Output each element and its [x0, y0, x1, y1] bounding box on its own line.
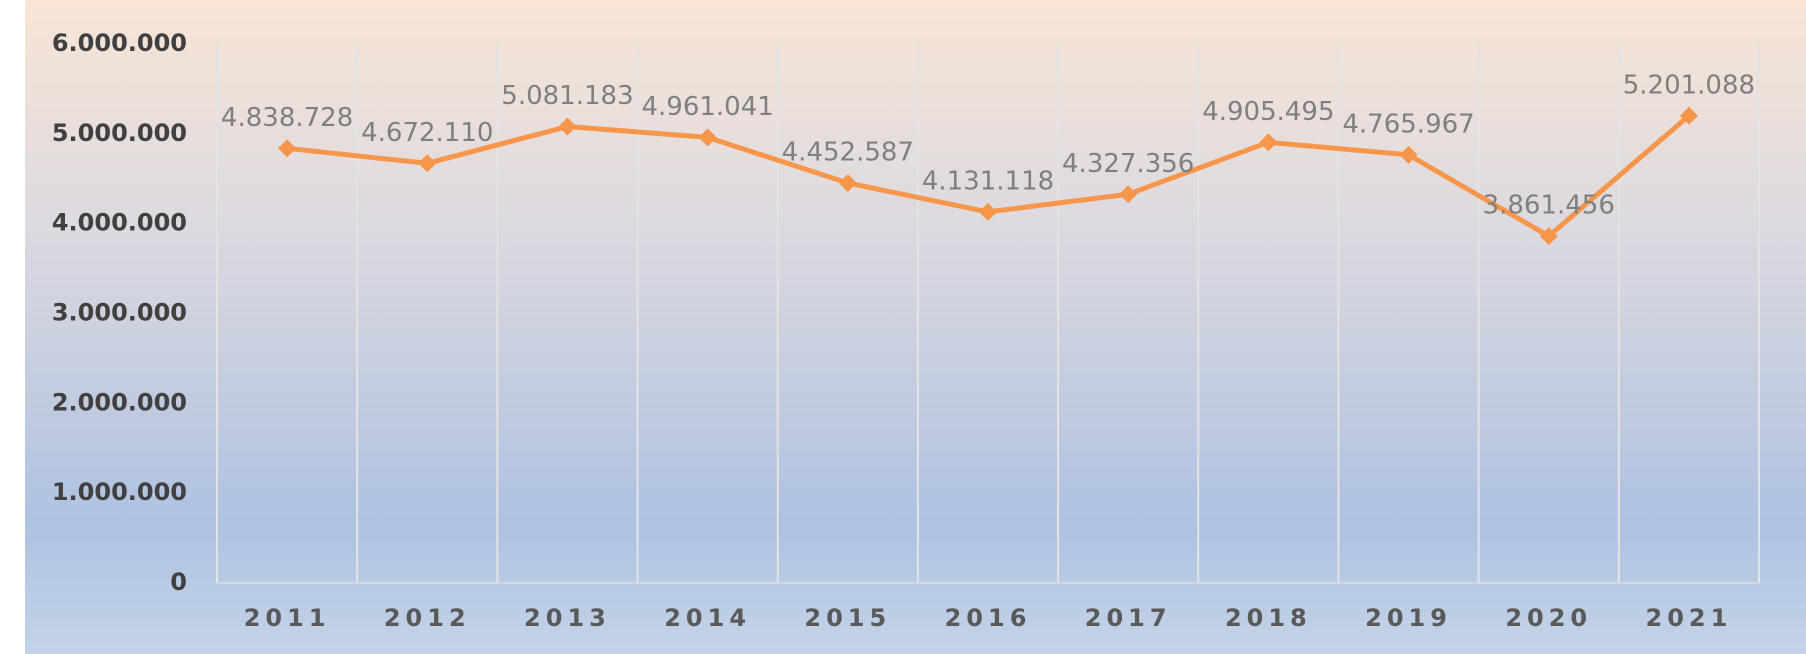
x-tick-label: 2017 — [1085, 604, 1172, 632]
marker — [1259, 133, 1278, 152]
x-tick-label: 2019 — [1365, 604, 1452, 632]
marker — [278, 139, 297, 158]
x-tick-label: 2018 — [1225, 604, 1312, 632]
data-label: 4.672.110 — [361, 118, 493, 148]
chart-background — [25, 0, 1806, 654]
data-label: 4.765.967 — [1342, 109, 1474, 139]
x-tick-label: 2012 — [384, 604, 471, 632]
marker — [1539, 227, 1558, 246]
y-tick-label: 3.000.000 — [52, 299, 187, 327]
y-tick-label: 5.000.000 — [52, 119, 187, 147]
x-tick-label: 2015 — [804, 604, 891, 632]
x-tick-label: 2011 — [244, 604, 331, 632]
data-label: 4.327.356 — [1062, 149, 1194, 179]
y-tick-label: 6.000.000 — [52, 29, 187, 57]
data-label: 3.861.456 — [1483, 191, 1615, 221]
data-label: 4.838.728 — [221, 103, 353, 133]
marker — [418, 154, 437, 173]
marker — [698, 128, 717, 147]
data-label: 4.961.041 — [641, 92, 773, 122]
marker — [558, 117, 577, 136]
data-label: 4.452.587 — [782, 138, 914, 168]
y-tick-label: 4.000.000 — [52, 209, 187, 237]
x-tick-label: 2013 — [524, 604, 611, 632]
y-tick-label: 2.000.000 — [52, 388, 187, 416]
x-tick-label: 2016 — [945, 604, 1032, 632]
data-label: 5.201.088 — [1623, 70, 1755, 100]
marker — [979, 202, 997, 221]
marker — [1399, 145, 1418, 164]
x-tick-label: 2020 — [1505, 604, 1592, 632]
x-tick-label: 2021 — [1646, 604, 1733, 632]
marker — [838, 174, 857, 193]
y-tick-label: 1.000.000 — [52, 478, 187, 506]
x-tick-label: 2014 — [664, 604, 751, 632]
data-label: 4.905.495 — [1202, 97, 1334, 127]
marker — [1119, 185, 1138, 204]
data-label: 4.131.118 — [922, 166, 1054, 196]
marker — [1679, 106, 1698, 125]
data-label: 5.081.183 — [501, 81, 633, 111]
y-tick-label: 0 — [170, 568, 187, 596]
